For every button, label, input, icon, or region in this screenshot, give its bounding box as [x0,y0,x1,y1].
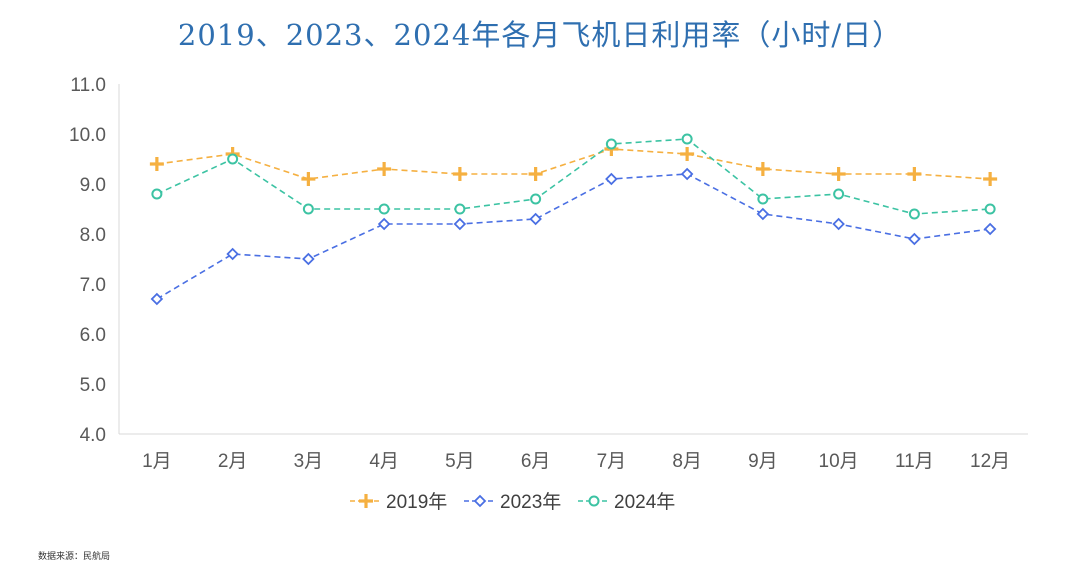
plot-area [149,133,998,306]
y-tick-label: 10.0 [69,125,106,146]
data-point [983,222,997,236]
y-tick-label: 8.0 [80,225,106,246]
data-point [227,153,239,165]
data-point [605,138,617,150]
data-point [530,193,542,205]
y-tick-label: 9.0 [80,175,106,196]
x-tick-label: 8月 [672,451,702,472]
legend-marker [359,494,373,508]
x-tick-label: 7月 [597,451,627,472]
x-tick-label: 3月 [294,451,324,472]
data-point [377,217,391,231]
legend-label: 2024年 [614,491,675,513]
data-point [681,133,693,145]
chart-axes: 4.0 5.0 6.0 7.0 8.0 9.0 10.0 11.0 1月 2月 3月 4月 5月 6月 7月… [69,75,1028,472]
data-point [984,203,996,215]
data-point [377,162,392,176]
data-point [832,217,845,231]
data-point [833,188,845,200]
chart-title: 2019、2023、2024年各月飞机日利用率（小时/日） [177,18,903,52]
data-point [149,157,164,171]
data-point [529,212,542,226]
data-point [378,203,390,215]
x-tick-label: 10月 [819,451,859,472]
legend-marker [588,495,600,507]
data-point [302,252,315,266]
y-tick-label: 7.0 [80,275,106,296]
data-point [454,203,466,215]
source-note: 数据来源：民航局 [38,552,111,562]
x-tick-label: 9月 [748,451,778,472]
data-point [908,208,920,220]
series-line-3 [156,138,991,215]
y-tick-label: 6.0 [80,325,106,346]
legend: 2019年 2023年 2024年 [350,491,675,513]
data-point [452,167,467,181]
data-point [528,167,543,181]
y-tick-label: 11.0 [70,75,106,96]
y-tick-label: 5.0 [80,375,106,396]
data-point [453,217,467,231]
x-tick-label: 11月 [895,451,934,472]
x-tick-label: 6月 [521,451,551,472]
y-tick-label: 4.0 [80,425,106,446]
data-point [680,167,694,181]
data-point [150,292,164,306]
data-point [605,172,618,186]
data-point [302,203,314,215]
series-line-1 [156,148,991,180]
series-line-2 [156,173,991,300]
x-tick-label: 4月 [369,451,399,472]
data-point [757,193,769,205]
data-point [907,167,922,181]
data-point [831,167,846,181]
data-point [301,172,316,186]
data-point [983,172,998,186]
data-point [151,188,163,200]
x-tick-label: 5月 [445,451,475,472]
data-point [226,247,239,261]
data-point [680,147,695,161]
x-tick-label: 12月 [970,451,1010,472]
x-tick-label: 1月 [142,451,172,472]
data-point [755,162,770,176]
data-point [908,232,921,246]
legend-marker [473,494,487,508]
legend-label: 2019年 [386,491,447,513]
x-tick-label: 2月 [218,451,248,472]
legend-label: 2023年 [500,491,561,513]
data-point [756,207,770,221]
